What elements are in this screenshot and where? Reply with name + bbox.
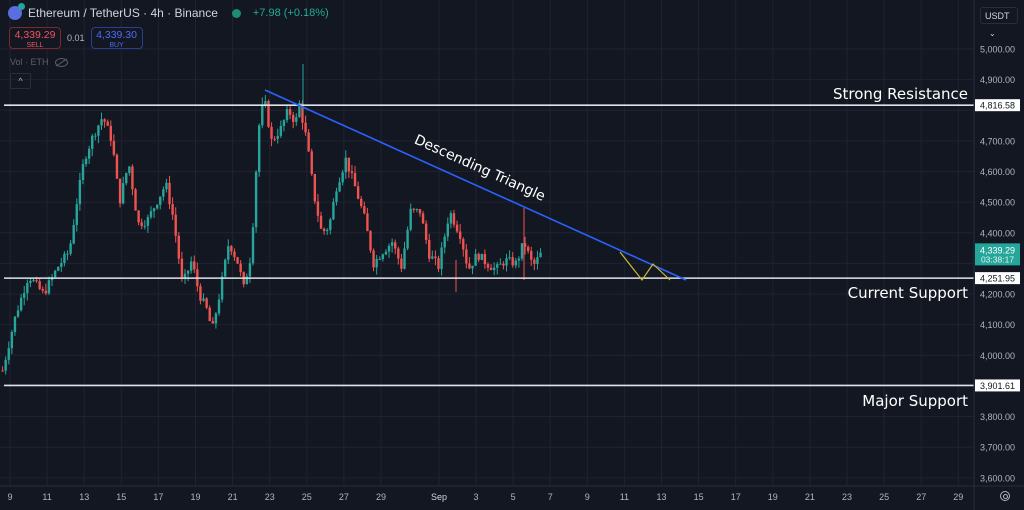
time-tick-label: 7 (548, 492, 553, 502)
sell-label: SELL (26, 42, 44, 49)
price-axis[interactable]: 5,000.00 4,900.00 4,700.00 4,600.00 4,500.00… (975, 45, 1020, 484)
time-tick-label: 3 (473, 492, 478, 502)
ethereum-logo-icon (8, 3, 25, 20)
trendline[interactable] (264, 89, 687, 281)
symbol-title[interactable]: Ethereum / TetherUS · 4h · Binance (28, 6, 218, 20)
buy-button[interactable]: 4,339.30 BUY (90, 27, 143, 49)
descending-triangle-trendline[interactable] (264, 89, 687, 281)
level-price-tag (975, 379, 1020, 392)
time-tick-label: 27 (916, 492, 926, 502)
price-tick-label: 4,000.00 (980, 351, 1015, 361)
projection-path[interactable] (619, 251, 671, 282)
horizontal-levels[interactable] (4, 104, 974, 387)
price-tick-label: 4,200.00 (980, 290, 1015, 300)
price-tick-label: 3,600.00 (980, 473, 1015, 483)
time-tick-label: 17 (153, 492, 163, 502)
time-axis[interactable]: 9 11 13 15 17 19 21 23 25 27 29 Sep 3 5 7 9 11 13 15 17 19 21… (7, 492, 963, 502)
candle-countdown: 03:38:17 (981, 254, 1014, 264)
level-annotation-label: Strong Resistance (833, 85, 968, 103)
level-price-label: 4,251.95 (980, 274, 1015, 284)
chevron-down-icon: ⌄ (989, 29, 996, 38)
time-tick-label: Sep (431, 492, 447, 502)
price-tick-label: 4,600.00 (980, 167, 1015, 177)
last-price-tag (975, 243, 1020, 266)
price-change: +7.98 (+0.18%) (252, 7, 329, 19)
currency-label: USDT (985, 11, 1010, 21)
trade-panel: 4,339.29 SELL 0.01 4,339.30 BUY (9, 27, 143, 49)
time-tick-label: 11 (620, 492, 629, 502)
time-tick-label: 9 (7, 492, 12, 502)
collapse-legend-button[interactable]: ^ (10, 73, 31, 89)
level-annotation-label: Current Support (848, 284, 969, 302)
price-tick-label: 3,700.00 (980, 443, 1015, 453)
level-price-label: 3,901.61 (980, 381, 1015, 391)
time-tick-label: 23 (265, 492, 275, 502)
time-tick-label: 29 (953, 492, 963, 502)
level-price-tag (975, 272, 1020, 285)
price-tick-label: 4,100.00 (980, 320, 1015, 330)
time-tick-label: 5 (511, 492, 516, 502)
price-tick-label: 5,000.00 (980, 45, 1015, 55)
time-tick-label: 13 (656, 492, 666, 502)
time-tick-label: 19 (768, 492, 778, 502)
time-tick-label: 27 (339, 492, 349, 502)
spread-value: 0.01 (67, 33, 85, 43)
price-tick-label: 3,800.00 (980, 412, 1015, 422)
projection-zigzag[interactable] (619, 251, 671, 282)
volume-indicator[interactable]: Vol · ETH (10, 57, 68, 67)
time-tick-label: 25 (302, 492, 312, 502)
price-tick-label: 4,900.00 (980, 75, 1015, 85)
price-tick-label: 4,400.00 (980, 228, 1015, 238)
last-price-label: 4,339.29 (980, 245, 1015, 255)
level-annotation-label: Major Support (862, 392, 968, 410)
time-tick-label: 17 (731, 492, 741, 502)
time-tick-label: 21 (228, 492, 238, 502)
currency-selector[interactable]: USDT ⌄ (980, 7, 1018, 38)
level-price-label: 4,816.58 (980, 101, 1015, 111)
hidden-eye-icon[interactable] (54, 57, 68, 67)
time-tick-label: 25 (879, 492, 889, 502)
buy-price: 4,339.30 (96, 29, 137, 41)
symbol-legend: Ethereum / TetherUS · 4h · Binance +7.98… (8, 3, 329, 20)
volume-indicator-label: Vol · ETH (10, 57, 49, 67)
time-tick-label: 29 (376, 492, 386, 502)
sell-price: 4,339.29 (14, 29, 56, 41)
buy-label: BUY (109, 42, 124, 49)
price-tick-label: 4,500.00 (980, 198, 1015, 208)
time-tick-label: 21 (805, 492, 815, 502)
level-price-tag (975, 99, 1020, 112)
sell-button[interactable]: 4,339.29 SELL (9, 27, 61, 49)
time-tick-label: 15 (116, 492, 126, 502)
time-tick-label: 9 (585, 492, 590, 502)
market-open-status-icon (231, 8, 241, 18)
gear-icon[interactable] (1000, 491, 1010, 501)
time-tick-label: 15 (694, 492, 704, 502)
time-tick-label: 23 (842, 492, 852, 502)
time-tick-label: 11 (42, 492, 51, 502)
price-tick-label: 4,700.00 (980, 136, 1015, 146)
time-tick-label: 19 (190, 492, 200, 502)
time-tick-label: 13 (79, 492, 89, 502)
